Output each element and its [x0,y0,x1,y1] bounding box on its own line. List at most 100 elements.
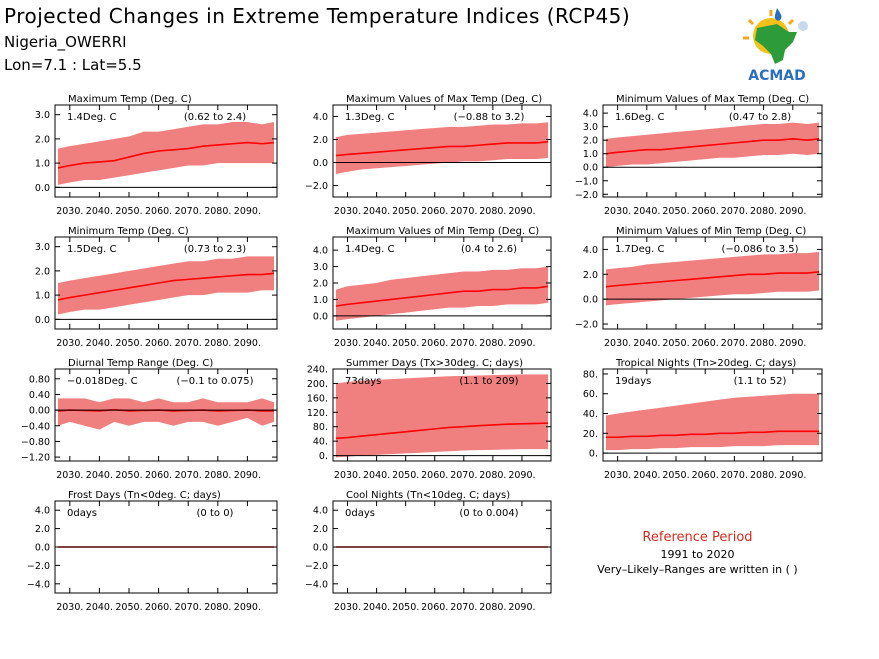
x-tick-label: 2060. [145,470,172,481]
y-tick-label: 4.0 [313,112,328,123]
page-title: Projected Changes in Extreme Temperature… [4,4,631,28]
y-tick-label: 80. [583,369,598,380]
median-line [605,430,820,439]
y-tick-label: 20. [583,429,598,440]
change-value-label: 1.4Deg. C [67,112,116,123]
y-tick-label: 3.0 [35,242,50,253]
x-tick-label: 2060. [421,206,448,217]
x-tick-label: 2090. [779,206,806,217]
africa-sun-logo-icon: ACMAD [743,8,808,84]
y-tick-label: −1.20 [21,453,50,464]
y-tick-label: 80. [313,422,328,433]
change-value-label: 1.6Deg. C [615,112,664,123]
x-tick-label: 2070. [175,338,202,349]
y-tick-label: −1.0 [575,176,598,187]
y-tick-label: 1.0 [583,149,598,160]
x-tick-label: 2070. [450,470,477,481]
y-tick-label: −0.40 [21,421,50,432]
plot-frame [602,368,823,462]
median-line [57,272,275,301]
x-tick-label: 2080. [479,602,506,613]
x-tick-label: 2050. [662,470,689,481]
x-tick-label: 2050. [392,602,419,613]
x-tick-label: 2040. [363,206,390,217]
x-tick-label: 2090. [779,338,806,349]
y-tick-label: 240. [307,365,328,376]
y-tick-label: 160. [307,393,328,404]
x-tick-label: 2050. [392,470,419,481]
x-tick-label: 2040. [633,206,660,217]
water-drop [774,8,782,21]
x-tick-label: 2050. [392,206,419,217]
chart-panel-4: Minimum Temp (Deg. C) 1.5Deg. C (0.73 to 2… [35,226,278,349]
median-line [57,141,275,169]
change-value-label: 1.5Deg. C [67,244,116,255]
x-tick-label: 2050. [115,206,142,217]
likely-range-band [335,374,549,458]
likely-range-label: (0.73 to 2.3) [184,244,246,255]
y-tick-label: 2.0 [35,266,50,277]
likely-range-label: (1.1 to 209) [459,376,518,387]
change-value-label: 0days [67,508,97,519]
africa-shape [755,24,797,64]
y-tick-label: 2.0 [313,135,328,146]
x-tick-label: 2070. [175,470,202,481]
chart-title: Maximum Values of Max Temp (Deg. C) [346,94,542,105]
y-tick-label: 0.0 [35,183,50,194]
x-tick-label: 2050. [392,338,419,349]
plot-frame [54,104,278,198]
y-tick-label: 2.0 [35,524,50,535]
likely-range-label: (0 to 0) [197,508,234,519]
y-tick-label: 4.0 [583,109,598,120]
x-tick-label: 2090. [508,602,535,613]
y-tick-label: −2.0 [305,561,328,572]
x-tick-label: 2090. [234,602,261,613]
y-tick-label: −4.0 [27,579,50,590]
change-value-label: 1.4Deg. C [345,244,394,255]
likely-range-band [605,393,820,451]
reference-period-note: Very–Likely–Ranges are written in ( ) [597,563,798,576]
x-tick-label: 2070. [721,470,748,481]
x-tick-label: 2080. [479,206,506,217]
x-tick-label: 2030. [604,338,631,349]
y-tick-label: 40. [313,437,328,448]
x-tick-label: 2050. [662,338,689,349]
y-tick-label: 4.0 [35,506,50,517]
change-value-label: −0.018Deg. C [67,376,138,387]
x-tick-label: 2030. [604,206,631,217]
y-tick-label: 2.0 [35,134,50,145]
median-line [605,138,820,155]
coordinates-label: Lon=7.1 : Lat=5.5 [4,56,142,74]
x-tick-label: 2090. [508,338,535,349]
x-tick-label: 2030. [334,206,361,217]
y-tick-label: −2.0 [305,181,328,192]
y-tick-label: 2.0 [313,279,328,290]
x-tick-label: 2090. [779,470,806,481]
median-line [335,141,549,157]
reference-period-years: 1991 to 2020 [660,548,735,561]
median-line [605,271,820,288]
y-tick-label: 60. [583,389,598,400]
likely-range-band [57,121,275,185]
y-tick-label: 0.0 [583,295,598,306]
x-tick-label: 2060. [421,602,448,613]
y-tick-label: 3.0 [313,262,328,273]
y-tick-label: −4.0 [305,579,328,590]
x-tick-label: 2080. [479,338,506,349]
median-line [335,422,549,440]
x-tick-label: 2070. [721,338,748,349]
x-tick-label: 2040. [86,470,113,481]
y-tick-label: 40. [583,409,598,420]
x-tick-label: 2060. [145,206,172,217]
x-tick-label: 2060. [692,470,719,481]
x-tick-label: 2030. [56,338,83,349]
chart-title: Diurnal Temp Range (Deg. C) [68,358,213,369]
y-tick-label: −2.0 [27,561,50,572]
change-value-label: 1.3Deg. C [345,112,394,123]
plot-frame [54,236,278,330]
likely-range-band [57,398,275,430]
chart-panel-3: Minimum Values of Max Temp (Deg. C) 1.6De… [575,94,823,217]
likely-range-band [335,122,549,174]
x-tick-label: 2060. [692,206,719,217]
